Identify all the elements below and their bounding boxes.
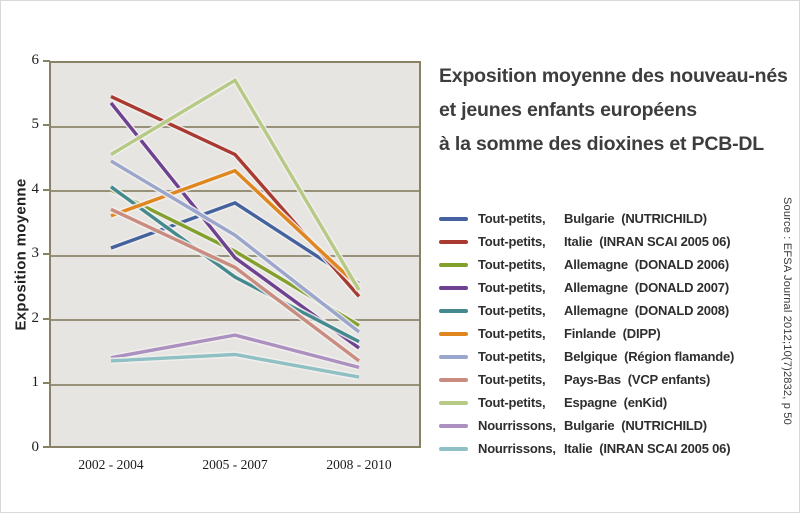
gridline-2 [51, 319, 419, 321]
legend-swatch-icon [439, 423, 468, 428]
gridline-1 [51, 383, 419, 386]
legend-item: Tout-petits, Allemagne (DONALD 2008) [439, 299, 769, 322]
y-tick-label: 6 [31, 52, 40, 68]
legend-item: Nourrissons, Bulgarie (NUTRICHILD) [439, 414, 769, 437]
legend-swatch-icon [439, 262, 468, 267]
legend-series-label: Belgique (Région flamande) [564, 349, 735, 364]
legend-series-label: Allemagne (DONALD 2008) [564, 303, 729, 318]
legend-item: Tout-petits, Bulgarie (NUTRICHILD) [439, 207, 769, 230]
y-tick-label: 3 [31, 245, 40, 261]
legend-series-label: Italie (INRAN SCAI 2005 06) [564, 234, 731, 249]
legend-group-label: Tout-petits, [478, 326, 546, 341]
y-tick-label: 5 [31, 116, 40, 132]
y-tick-label: 1 [31, 374, 40, 390]
legend-swatch-icon [439, 308, 468, 313]
legend-group-label: Tout-petits, [478, 257, 546, 272]
legend-series-label: Italie (INRAN SCAI 2005 06) [564, 441, 731, 456]
legend-group-label: Tout-petits, [478, 395, 546, 410]
legend-series-label: Pays-Bas (VCP enfants) [564, 372, 711, 387]
y-tick-mark [43, 124, 50, 126]
legend-group-label: Tout-petits, [478, 372, 546, 387]
legend-item: Tout-petits, Pays-Bas (VCP enfants) [439, 368, 769, 391]
chart-title: Exposition moyenne des nouveau-nés et je… [439, 59, 789, 161]
series-line-5 [110, 168, 361, 289]
plot-area [49, 61, 421, 448]
legend-item: Tout-petits, Allemagne (DONALD 2006) [439, 253, 769, 276]
legend-item: Tout-petits, Allemagne (DONALD 2007) [439, 276, 769, 299]
legend-group-label: Nourrissons, [478, 418, 556, 433]
series-line-6 [110, 159, 361, 334]
legend-group-label: Tout-petits, [478, 280, 546, 295]
series-line-4 [109, 185, 360, 344]
y-tick-mark [43, 253, 50, 255]
legend-swatch-icon [439, 331, 468, 336]
y-tick-label: 4 [31, 181, 40, 197]
chart-title-line: à la somme des dioxines et PCB-DL [439, 133, 764, 155]
series-line-0 [110, 201, 360, 285]
legend-swatch-icon [439, 285, 468, 290]
legend-series-label: Finlande (DIPP) [564, 326, 661, 341]
legend-group-label: Tout-petits, [478, 234, 546, 249]
series-line-7 [110, 207, 361, 363]
chart-title-line: Exposition moyenne des nouveau-nés [439, 65, 788, 87]
legend-series-label: Espagne (enKid) [564, 395, 667, 410]
legend-series-label: Allemagne (DONALD 2007) [564, 280, 729, 295]
legend-group-label: Tout-petits, [478, 211, 546, 226]
legend-item: Tout-petits, Espagne (enKid) [439, 391, 769, 414]
legend: Tout-petits, Bulgarie (NUTRICHILD) Tout-p… [439, 207, 769, 460]
x-tick-label: 2008 - 2010 [326, 457, 392, 472]
y-tick-mark [43, 318, 50, 320]
legend-item: Nourrissons, Italie (INRAN SCAI 2005 06) [439, 437, 769, 460]
legend-item: Tout-petits, Finlande (DIPP) [439, 322, 769, 345]
legend-item: Tout-petits, Italie (INRAN SCAI 2005 06) [439, 230, 769, 253]
y-tick-mark [43, 60, 50, 62]
legend-swatch-icon [439, 216, 468, 221]
series-line-10 [110, 352, 360, 379]
legend-group-label: Tout-petits, [478, 349, 546, 364]
legend-swatch-icon [439, 400, 468, 405]
y-tick-label: 2 [31, 310, 40, 326]
source-note: Source : EFSA Journal 2012;10(7)2832, p … [781, 197, 793, 425]
legend-series-label: Bulgarie (NUTRICHILD) [564, 418, 707, 433]
legend-item: Tout-petits, Belgique (Région flamande) [439, 345, 769, 368]
legend-group-label: Tout-petits, [478, 303, 546, 318]
legend-group-label: Nourrissons, [478, 441, 556, 456]
gridline-4 [51, 190, 419, 192]
x-tick-label: 2002 - 2004 [78, 457, 144, 472]
y-tick-mark [43, 382, 50, 384]
y-tick-mark [43, 446, 50, 448]
y-tick-label: 0 [31, 439, 40, 455]
series-lines [108, 75, 362, 381]
series-line-8 [110, 77, 361, 291]
legend-series-label: Allemagne (DONALD 2006) [564, 257, 729, 272]
chart-title-line: et jeunes enfants européens [439, 99, 697, 121]
gridline-5 [51, 125, 419, 128]
legend-series-label: Bulgarie (NUTRICHILD) [564, 211, 707, 226]
series-line-9 [110, 333, 360, 370]
y-tick-mark [43, 189, 50, 191]
legend-swatch-icon [439, 354, 468, 359]
legend-swatch-icon [439, 446, 468, 451]
x-tick-label: 2005 - 2007 [202, 457, 268, 472]
series-line-casing [109, 158, 361, 335]
legend-swatch-icon [439, 377, 468, 382]
legend-swatch-icon [439, 239, 468, 244]
